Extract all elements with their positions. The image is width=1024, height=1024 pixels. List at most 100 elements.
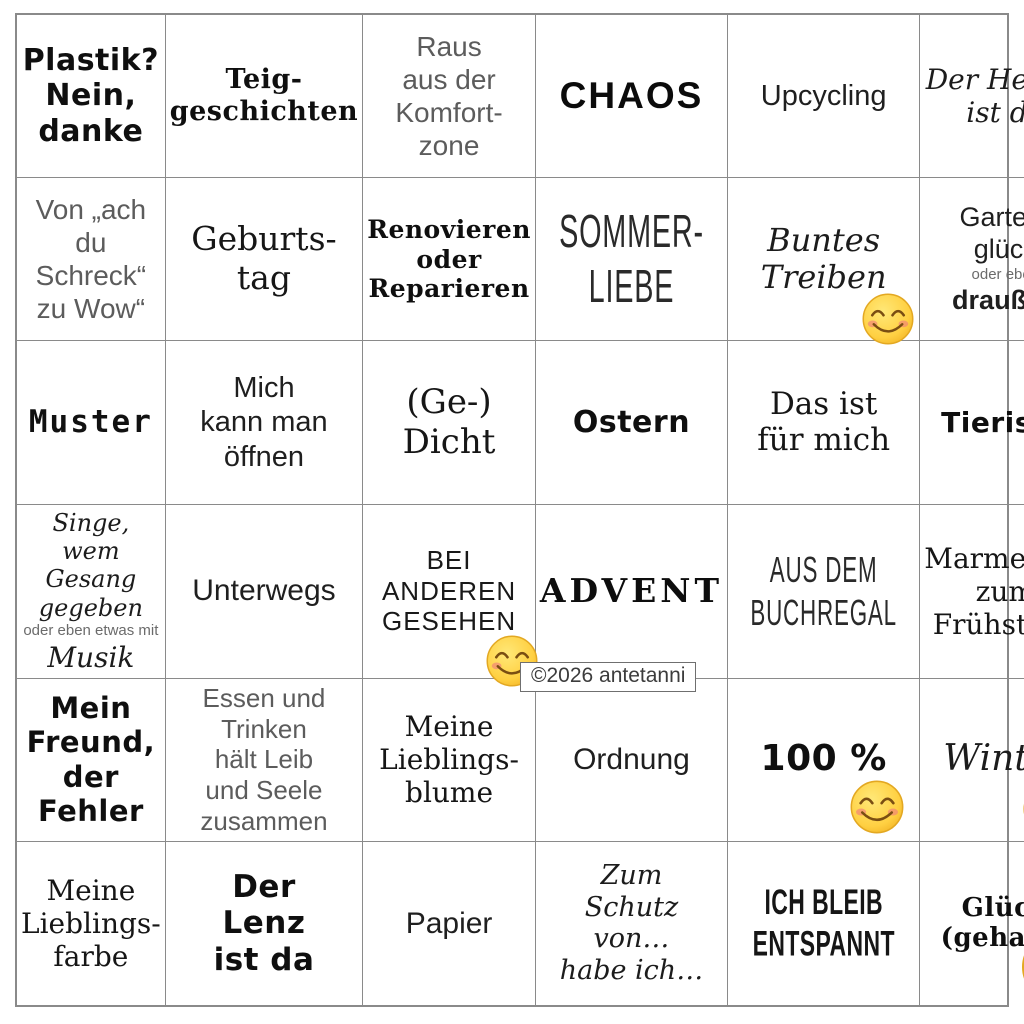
cell-text-line: BUCHREGAL [750,592,897,633]
cell-text-line: GESEHEN [381,606,517,637]
cell-text-line: Freund, [26,725,156,760]
cell-text: Meine Lieblings-farbe [21,874,161,973]
cell-text-line: Reparieren [368,274,530,304]
bingo-cell-r6c5: ICH BLEIB ENTSPANNT [728,841,921,1005]
cell-text-line: Das ist [769,385,878,422]
cell-text: MarmeladezumFrühstück [924,542,1024,641]
cell-text: Garten-glückoder ebendraußen [952,202,1024,316]
cell-text-line: Schutz [584,891,679,923]
bingo-cell-r3c2: Mich kann man öffnen [165,341,364,505]
bingo-cell-r4c5: AUS DEM BUCHREGAL [728,504,921,679]
cell-text: Von „ach du Schreck“ zu Wow“ [21,193,161,325]
cell-text-line: Winter [943,738,1024,780]
cell-text-line: gegeben [38,593,143,622]
bingo-cell-r5c3: Meine Lieblings-blume [363,678,536,842]
cell-text: Muster [29,404,153,441]
cell-text-line: Nein, [45,78,137,114]
bingo-grid: Plastik? Nein, danke Teig-geschichten Raus au… [15,13,1024,1007]
cell-text: Meine Lieblings-blume [379,710,519,809]
cell-text-line: Papier [405,906,493,940]
cell-text-line: glück [973,233,1024,264]
bingo-cell-r1c5: Upcycling [728,15,921,179]
bingo-cell-r4c1: Singe, wem Gesang gegeben oder eben etwas m… [17,504,166,679]
cell-text-line: für mich [757,422,891,459]
cell-text-line: Dicht [402,422,496,463]
bingo-cell-r2c1: Von „ach du Schreck“ zu Wow“ [17,178,166,342]
cell-text: AUS DEM BUCHREGAL [750,548,897,634]
cell-text-line: Frühstück [932,607,1024,641]
cell-text-line: du Schreck“ [35,227,147,292]
cell-text: Upcycling [761,79,887,113]
bingo-cell-r2c2: Geburts-tag [165,178,364,342]
bingo-cell-r6c6: Glück(gehabt) [920,842,1024,1005]
cell-text: Der Herbstist da [926,63,1024,129]
bingo-cell-r2c3: Renovieren oder Reparieren [363,178,536,342]
cell-text-line: blume [405,776,494,810]
bingo-cell-r4c6: MarmeladezumFrühstück [920,505,1024,679]
cell-text-line: habe ich… [559,955,704,987]
cell-text-line: öffnen [223,440,305,473]
cell-text-line: aus der [402,64,496,96]
cell-text-line: Garten- [959,202,1024,233]
cell-text-line: AUS DEM [769,549,878,590]
cell-text: Glück(gehabt) [941,893,1024,954]
bingo-cell-r4c2: Unterwegs [165,504,364,679]
cell-text-line: Der [232,868,296,905]
cell-text-line: Trinken [221,713,307,744]
cell-text-line: oder [416,244,482,274]
cell-text: Papier [406,906,493,941]
cell-text-line: LIEBE [588,259,675,313]
smiley-emoji [849,779,905,835]
cell-text-line: Plastik? [22,43,160,78]
bingo-cell-r1c1: Plastik? Nein, danke [17,15,166,179]
cell-text: ADVENT [540,571,723,611]
cell-text-line: ENTSPANNT [752,924,895,964]
cell-text-line: hält Leib [214,744,314,775]
cell-text-line: oder eben [971,265,1024,283]
bingo-cell-r6c1: Meine Lieblings-farbe [17,841,166,1005]
bingo-cell-r2c6: Garten-glückoder ebendraußen [920,178,1024,342]
cell-text-line: Der Herbst [925,63,1024,97]
cell-text-line: Teig- [225,64,303,96]
cell-text: (Ge-) Dicht [403,382,496,462]
watermark: ©2026 antetanni [520,662,697,692]
cell-text: SOMMER- LIEBE [559,204,704,314]
cell-text-line: Marmelade [924,541,1024,575]
cell-text-line: Upcycling [760,79,887,112]
cell-text-line: Renovieren [367,215,531,245]
cell-text-line: Ordnung [573,743,690,776]
bingo-cell-r6c3: Papier [363,841,536,1005]
cell-text: Plastik? Nein, danke [23,43,159,149]
bingo-cell-r5c1: Mein Freund, der Fehler [17,678,166,842]
cell-text-line: tag [236,258,291,298]
cell-text: Ostern [573,405,690,440]
cell-text-line: zum [975,574,1024,608]
cell-text-line: Von „ach [35,194,147,226]
cell-text-line: Unterwegs [192,574,336,608]
bingo-cell-r1c4: CHAOS [535,15,729,179]
cell-text-line: CHAOS [559,75,704,117]
cell-text: Zum Schutz von… habe ich… [560,860,703,987]
bingo-cell-r1c3: Raus aus der Komfort-zone [363,15,536,179]
bingo-cell-r2c5: Buntes Treiben [728,178,921,345]
cell-text: Teig-geschichten [170,64,358,128]
cell-text-line: Mich [233,372,295,405]
cell-text-line: Treiben [760,258,887,297]
cell-text-line: Fehler [37,793,144,828]
cell-text-line: zusammen [200,805,328,836]
cell-text-line: Singe, wem [52,508,130,565]
cell-text-line: ist da [966,96,1024,130]
cell-text: Unterwegs [192,573,335,608]
cell-text-line: Essen und [202,683,326,714]
cell-text-line: ist da [213,941,315,978]
cell-text-line: Mein [50,691,132,726]
cell-text-line: Gesang [45,565,137,594]
cell-text: Renovieren oder Reparieren [367,215,531,304]
bingo-cell-r4c3: BEI ANDEREN GESEHEN [363,504,538,687]
cell-text-line: Ostern [572,404,691,440]
cell-text: Tierisch [941,406,1024,439]
cell-text-line: Meine [404,710,494,744]
cell-text-line: danke [38,113,144,149]
cell-text-line: farbe [53,939,129,973]
